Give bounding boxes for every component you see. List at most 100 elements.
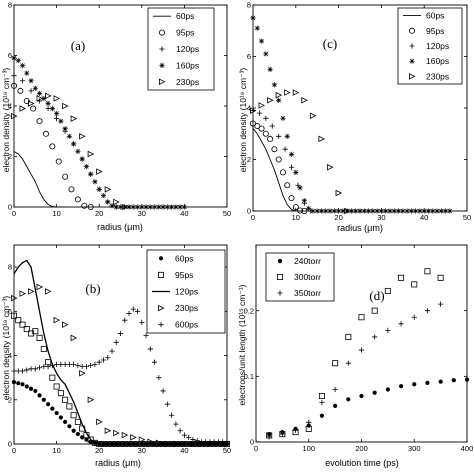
data-point	[173, 204, 179, 210]
data-point	[122, 204, 128, 210]
legend-label: 60ps	[176, 11, 194, 21]
data-point	[87, 150, 95, 158]
data-point	[62, 321, 69, 328]
x-tick-label: 20	[95, 446, 103, 455]
data-point	[74, 418, 81, 425]
data-point	[344, 208, 350, 214]
legend-label: 160ps	[426, 56, 449, 66]
data-point	[443, 208, 449, 214]
data-point	[58, 118, 64, 124]
data-point	[113, 204, 119, 210]
data-point	[41, 95, 47, 102]
series-160ps	[250, 15, 453, 214]
data-point	[372, 334, 378, 340]
y-axis-label: electron density (10¹⁹ cm⁻³)	[238, 68, 248, 173]
data-point	[340, 208, 346, 214]
data-point	[28, 386, 34, 391]
data-point	[371, 307, 378, 314]
data-point	[271, 82, 277, 88]
data-point	[284, 182, 291, 189]
data-point	[138, 440, 145, 447]
y-tick-label: 4	[247, 104, 251, 113]
data-point	[164, 204, 170, 210]
data-point	[323, 208, 329, 214]
data-point	[54, 116, 60, 122]
series-60ps	[11, 379, 230, 447]
series-230ps	[250, 89, 351, 215]
data-point	[81, 202, 88, 209]
data-point	[336, 208, 342, 214]
data-point	[301, 97, 308, 104]
x-tick-label: 10	[292, 213, 300, 222]
data-point	[70, 412, 77, 419]
data-point	[318, 208, 325, 214]
legend: 60ps 95ps 120ps 230ps 600ps	[146, 249, 226, 334]
series-120ps	[13, 259, 108, 445]
data-point	[250, 15, 256, 21]
y-tick-label: 0.1	[244, 372, 254, 381]
panel-c: 0 10 20 30 40 50 0 2 4 6 8 radius (μm) electron dens…	[238, 1, 471, 233]
data-point	[74, 196, 81, 203]
data-point	[413, 208, 419, 214]
data-point	[45, 100, 51, 107]
data-point	[49, 374, 56, 381]
data-point	[130, 306, 136, 312]
data-point	[172, 440, 180, 448]
data-point	[50, 406, 55, 411]
data-point	[151, 204, 158, 210]
data-point	[266, 434, 272, 440]
data-point	[45, 359, 52, 366]
data-point	[306, 419, 312, 425]
data-point	[121, 203, 129, 211]
data-point	[178, 441, 183, 447]
data-point	[280, 115, 286, 121]
data-point	[160, 204, 166, 210]
data-point	[267, 66, 273, 72]
data-point	[32, 328, 39, 335]
data-point	[121, 440, 128, 447]
data-point	[267, 97, 274, 104]
data-point	[292, 89, 300, 96]
legend-box	[147, 7, 215, 91]
data-point	[345, 360, 351, 366]
data-point	[263, 115, 269, 121]
y-tick-label: 6	[8, 51, 12, 60]
legend-label: 120ps	[175, 287, 198, 297]
data-point	[131, 441, 136, 447]
data-point	[438, 208, 444, 214]
data-point	[269, 123, 275, 129]
data-point	[424, 268, 431, 275]
data-point	[87, 436, 94, 443]
data-point	[345, 333, 352, 340]
data-point	[32, 85, 38, 91]
data-point	[288, 164, 295, 170]
x-tick-label: 0	[254, 444, 258, 453]
data-point	[314, 208, 320, 214]
data-point	[104, 186, 112, 193]
y-axis-label: electron density (10¹⁹ cm⁻³)	[1, 296, 11, 401]
data-point	[70, 115, 78, 122]
data-point	[24, 70, 30, 76]
legend-label: 95ps	[176, 28, 194, 38]
legend-swatch	[158, 304, 165, 312]
panel-d: 0 100 200 300 400 0 0.1 0.2 evolution time (ps) e…	[237, 244, 473, 468]
data-point	[318, 135, 325, 143]
data-point	[395, 208, 402, 214]
data-point	[11, 73, 17, 79]
data-point	[40, 345, 47, 352]
series-350torr	[266, 301, 444, 440]
data-point	[186, 434, 192, 440]
data-point	[54, 110, 60, 117]
data-point	[292, 427, 299, 433]
data-point	[147, 346, 153, 352]
data-point	[63, 419, 68, 424]
data-point	[177, 440, 184, 447]
legend-swatch	[159, 46, 165, 52]
data-point	[122, 441, 127, 447]
data-point	[152, 441, 157, 447]
x-tick-label: 30	[138, 209, 146, 218]
data-point	[284, 133, 290, 139]
data-point	[88, 362, 94, 369]
legend-label: 240torr	[294, 256, 321, 266]
data-point	[332, 386, 338, 393]
